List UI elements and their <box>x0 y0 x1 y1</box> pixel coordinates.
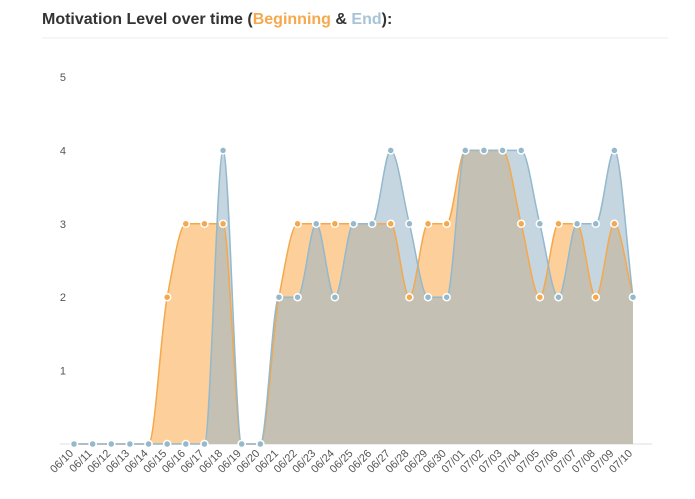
point <box>162 439 172 449</box>
y-tick-label: 3 <box>60 219 66 231</box>
point <box>591 219 600 229</box>
point <box>69 439 79 449</box>
point <box>330 292 340 302</box>
point <box>200 439 209 449</box>
point <box>386 219 396 229</box>
point <box>293 219 302 229</box>
point <box>237 439 246 449</box>
point <box>461 146 470 155</box>
plot <box>69 146 638 449</box>
title-suffix: ): <box>382 11 393 28</box>
point <box>367 219 377 229</box>
y-tick-label: 4 <box>60 145 66 157</box>
point <box>218 219 228 229</box>
y-tick-label: 2 <box>60 292 66 304</box>
point <box>442 292 451 302</box>
point <box>442 219 451 229</box>
point <box>405 292 414 302</box>
point <box>349 219 358 229</box>
point <box>144 439 153 449</box>
point <box>162 292 172 302</box>
title-joiner: & <box>331 11 351 28</box>
point <box>554 292 563 302</box>
point <box>256 439 265 449</box>
point <box>423 292 433 302</box>
point <box>628 292 638 302</box>
point <box>330 219 340 229</box>
point <box>479 146 489 155</box>
point <box>591 292 600 302</box>
point <box>610 219 619 229</box>
point <box>386 146 396 155</box>
point <box>572 219 582 229</box>
point <box>181 219 191 229</box>
point <box>498 146 507 155</box>
point <box>293 292 302 302</box>
point <box>88 439 97 449</box>
y-tick-label: 1 <box>60 366 66 378</box>
point <box>423 219 433 229</box>
y-tick-label: 5 <box>60 72 66 84</box>
point <box>107 439 116 449</box>
title-amp: & <box>335 11 347 28</box>
point <box>554 219 563 229</box>
point <box>311 219 321 229</box>
point <box>274 292 284 302</box>
point <box>535 219 545 229</box>
title-beginning: Beginning <box>253 11 331 28</box>
point <box>535 292 545 302</box>
point <box>181 439 191 449</box>
point <box>125 439 135 449</box>
point <box>516 146 526 155</box>
point <box>516 219 526 229</box>
point <box>405 219 414 229</box>
area <box>74 150 633 444</box>
point <box>200 219 209 229</box>
title-prefix: Motivation Level over time ( <box>42 11 253 28</box>
point <box>218 146 228 155</box>
chart-title: Motivation Level over time (Beginning & … <box>42 11 392 28</box>
title-end: End <box>351 11 381 28</box>
point <box>610 146 619 155</box>
